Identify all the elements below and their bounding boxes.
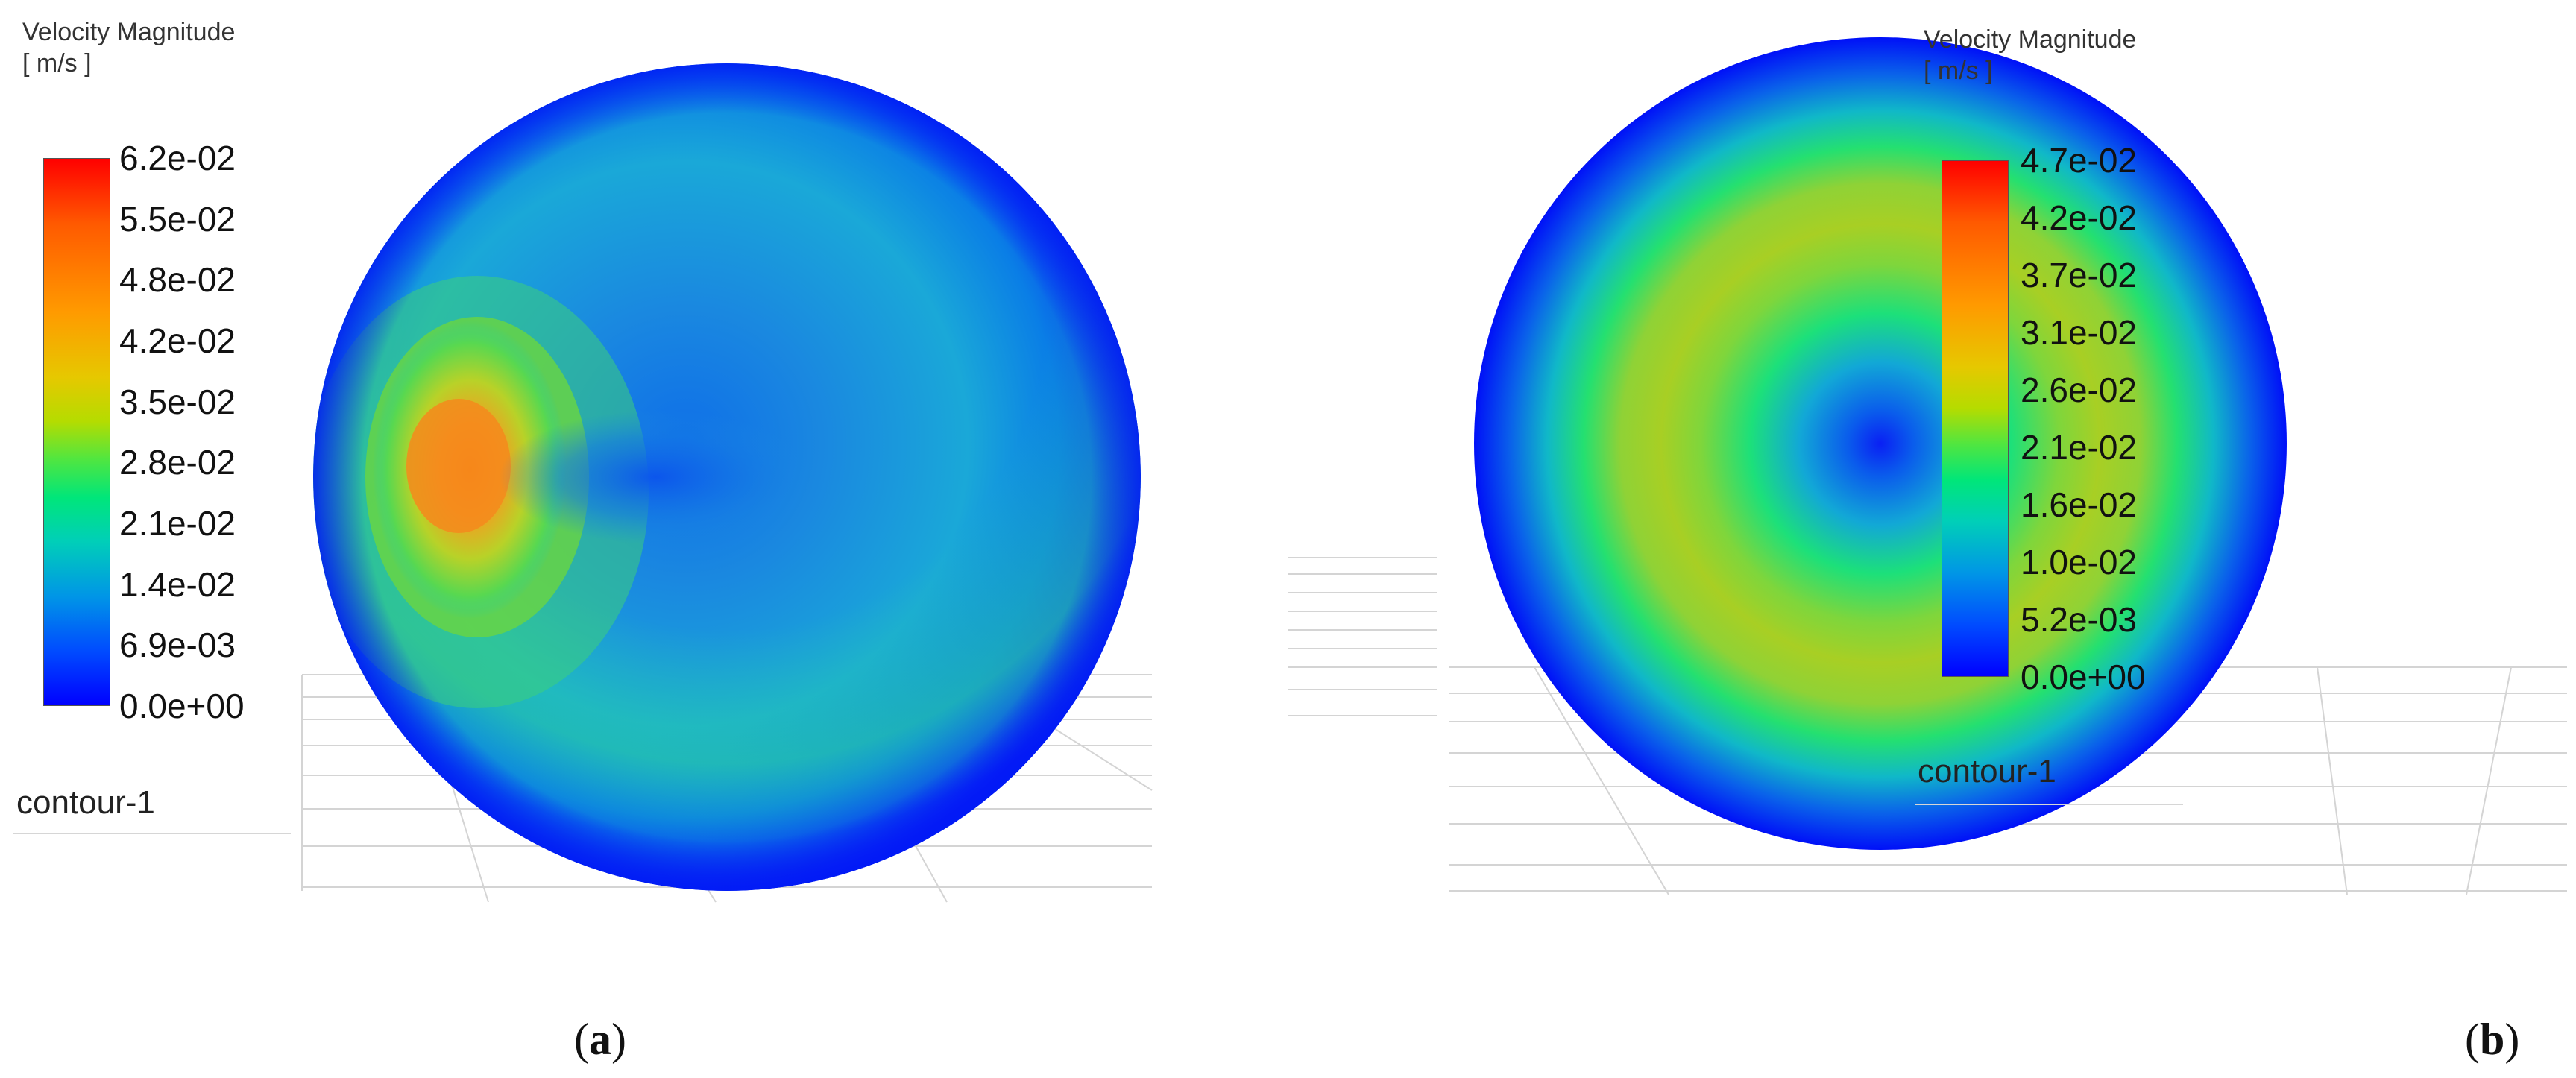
colorbar-tick-label: 5.5e-02 [119, 199, 236, 239]
colorbar-tick-label: 2.6e-02 [2021, 371, 2138, 409]
contour-label-b: contour-1 [1918, 753, 2056, 789]
caption-a: (a) [574, 1015, 626, 1064]
contour-label-a: contour-1 [16, 784, 155, 821]
colorbar-tick-label: 5.2e-03 [2021, 600, 2138, 639]
legend-title-line1: Velocity Magnitude [1924, 25, 2137, 54]
colorbar-tick-label: 6.2e-02 [119, 139, 236, 177]
contour-plot-b [1288, 37, 2567, 895]
colorbar-tick-label: 3.5e-02 [119, 382, 236, 421]
colorbar-tick-label: 6.9e-03 [119, 625, 236, 665]
colorbar-tick-label: 3.7e-02 [2021, 256, 2138, 294]
colorbar-a [43, 158, 110, 706]
colorbar-tick-label: 0.0e+00 [2021, 658, 2146, 696]
contour-plot-a [301, 63, 1153, 903]
panel-a: Velocity Magnitude [ m/s ] 6.2e-02 5.5e-0… [13, 16, 1153, 1064]
legend-title-a: Velocity Magnitude [ m/s ] [22, 16, 235, 79]
panel-b: Velocity Magnitude [ m/s ] 4.7e-02 4.2e-0… [1288, 0, 2576, 1078]
colorbar-tick-label: 0.0e+00 [119, 687, 245, 725]
colorbar-tick-label: 4.8e-02 [119, 260, 236, 300]
legend-units: [ m/s ] [1924, 57, 1993, 85]
divider-b [1915, 804, 2183, 805]
colorbar-tick-label: 4.2e-02 [2021, 198, 2138, 237]
colorbar-tick-label: 2.1e-02 [2021, 428, 2138, 467]
colorbar-tick-label: 1.4e-02 [119, 564, 236, 604]
legend-title-b: Velocity Magnitude [ m/s ] [1924, 24, 2136, 86]
legend-title-line1: Velocity Magnitude [22, 18, 236, 46]
divider-a [13, 833, 291, 834]
caption-b: (b) [2465, 1015, 2520, 1064]
legend-units: [ m/s ] [22, 49, 92, 78]
colorbar-tick-label: 2.8e-02 [119, 443, 236, 482]
colorbar-b [1942, 160, 2009, 677]
colorbar-tick-label: 4.7e-02 [2021, 141, 2138, 180]
colorbar-tick-label: 1.6e-02 [2021, 485, 2138, 524]
colorbar-tick-label: 4.2e-02 [119, 321, 236, 360]
colorbar-tick-label: 1.0e-02 [2021, 543, 2138, 581]
colorbar-tick-label: 3.1e-02 [2021, 313, 2138, 352]
colorbar-tick-label: 2.1e-02 [119, 504, 236, 543]
